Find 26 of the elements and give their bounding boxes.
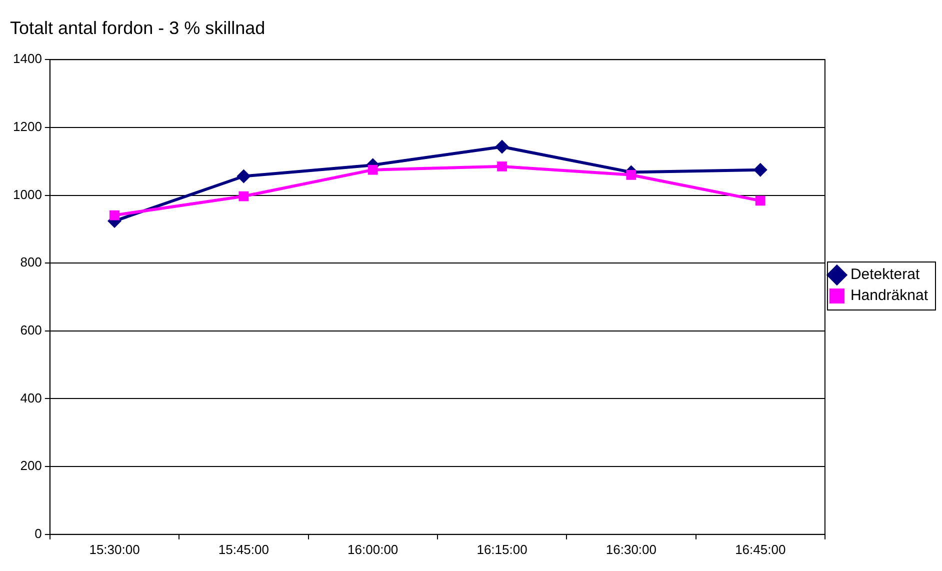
y-tick-label: 800	[20, 254, 42, 270]
chart-title: Totalt antal fordon - 3 % skillnad	[10, 18, 266, 38]
y-tick-label: 400	[20, 390, 42, 406]
x-tick-label: 16:15:00	[476, 542, 528, 557]
point	[626, 170, 636, 180]
point	[368, 164, 378, 175]
point	[238, 191, 249, 202]
x-tick-label: 16:00:00	[348, 542, 398, 557]
y-tick-label: 600	[20, 322, 42, 338]
legend-label: Detekterat	[850, 266, 920, 284]
x-tick-label: 16:30:00	[606, 542, 656, 557]
point	[755, 196, 766, 206]
point	[236, 169, 251, 184]
point	[497, 161, 507, 172]
x-tick-label: 15:30:00	[89, 542, 140, 557]
y-tick-label: 1200	[13, 119, 42, 134]
x-tick-label: 15:45:00	[218, 542, 269, 557]
y-tick-label: 200	[20, 458, 42, 474]
point	[753, 162, 768, 177]
y-tick-label: 1000	[13, 186, 42, 202]
point	[110, 210, 120, 220]
point	[495, 140, 510, 154]
x-tick-label: 16:45:00	[735, 542, 786, 557]
y-tick-label: 0	[34, 526, 42, 541]
y-tick-label: 1400	[13, 51, 42, 66]
legend-label: Handräknat	[850, 287, 929, 304]
